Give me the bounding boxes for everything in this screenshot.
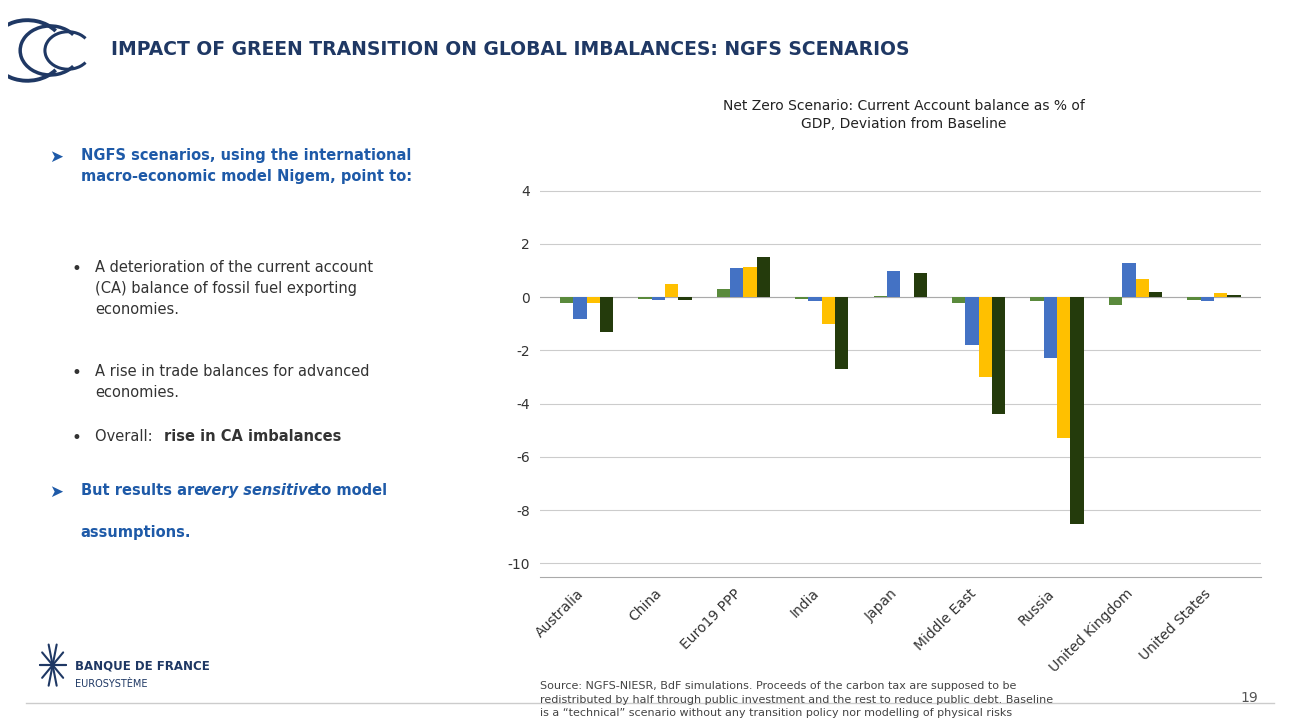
Bar	[1070, 297, 1084, 523]
Bar	[835, 297, 849, 369]
Text: BANQUE DE FRANCE: BANQUE DE FRANCE	[75, 660, 211, 673]
Text: NGFS scenarios, using the international
macro-economic model Nigem, point to:: NGFS scenarios, using the international …	[81, 148, 412, 184]
Bar	[1201, 297, 1214, 301]
Bar	[887, 270, 901, 297]
Bar	[1187, 297, 1201, 300]
Text: Overall:: Overall:	[95, 429, 157, 444]
Bar	[1227, 295, 1240, 297]
Text: Net Zero Scenario: Current Account balance as % of
GDP, Deviation from Baseline: Net Zero Scenario: Current Account balan…	[723, 99, 1084, 131]
Bar	[586, 297, 599, 303]
Text: assumptions.: assumptions.	[81, 525, 191, 540]
Bar	[874, 296, 887, 297]
Bar	[599, 297, 614, 332]
Text: But results are: But results are	[81, 483, 209, 498]
Bar	[679, 297, 692, 300]
Bar	[757, 257, 770, 297]
Bar	[809, 297, 822, 301]
Bar	[1149, 292, 1162, 297]
Bar	[638, 297, 651, 298]
Text: rise in CA imbalances: rise in CA imbalances	[164, 429, 341, 444]
Bar	[822, 297, 835, 324]
Text: •: •	[72, 364, 82, 382]
Text: very sensitive: very sensitive	[202, 483, 317, 498]
Bar	[979, 297, 992, 377]
Bar	[966, 297, 979, 345]
Bar	[1031, 297, 1044, 301]
Text: ➤: ➤	[49, 148, 64, 166]
Text: Source: NGFS-NIESR, BdF simulations. Proceeds of the carbon tax are supposed to : Source: NGFS-NIESR, BdF simulations. Pro…	[540, 681, 1053, 717]
Bar	[666, 284, 679, 297]
Bar	[560, 297, 573, 303]
Text: to model: to model	[309, 483, 387, 498]
Bar	[914, 273, 927, 297]
Text: •: •	[72, 260, 82, 278]
Text: IMPACT OF GREEN TRANSITION ON GLOBAL IMBALANCES: NGFS SCENARIOS: IMPACT OF GREEN TRANSITION ON GLOBAL IMB…	[111, 40, 909, 58]
Bar	[573, 297, 586, 319]
Bar	[952, 297, 966, 303]
Bar	[1214, 293, 1227, 297]
Text: A rise in trade balances for advanced
economies.: A rise in trade balances for advanced ec…	[95, 364, 369, 400]
Text: ➤: ➤	[49, 483, 64, 501]
Text: EUROSYSTÈME: EUROSYSTÈME	[75, 679, 148, 689]
Bar	[744, 267, 757, 297]
Bar	[651, 297, 666, 300]
Bar	[716, 289, 731, 297]
Bar	[1057, 297, 1070, 438]
Text: A deterioration of the current account
(CA) balance of fossil fuel exporting
eco: A deterioration of the current account (…	[95, 260, 373, 317]
Text: •: •	[72, 429, 82, 447]
Bar	[1135, 278, 1149, 297]
Text: 19: 19	[1240, 691, 1258, 705]
Bar	[796, 297, 809, 298]
Bar	[992, 297, 1005, 415]
Bar	[1109, 297, 1122, 305]
Bar	[1122, 262, 1135, 297]
Bar	[1044, 297, 1057, 358]
Bar	[731, 268, 744, 297]
